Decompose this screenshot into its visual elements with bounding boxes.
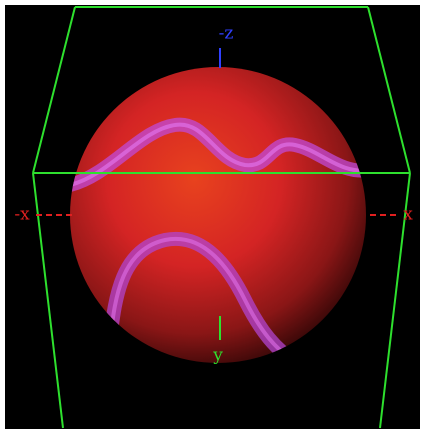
axis-label: -z [219, 24, 234, 44]
axis-label: x [403, 205, 413, 225]
bounding-box [32, 6, 411, 174]
axis-label: -x [14, 205, 30, 225]
sphere [70, 67, 366, 363]
axis-label: y [212, 346, 223, 366]
